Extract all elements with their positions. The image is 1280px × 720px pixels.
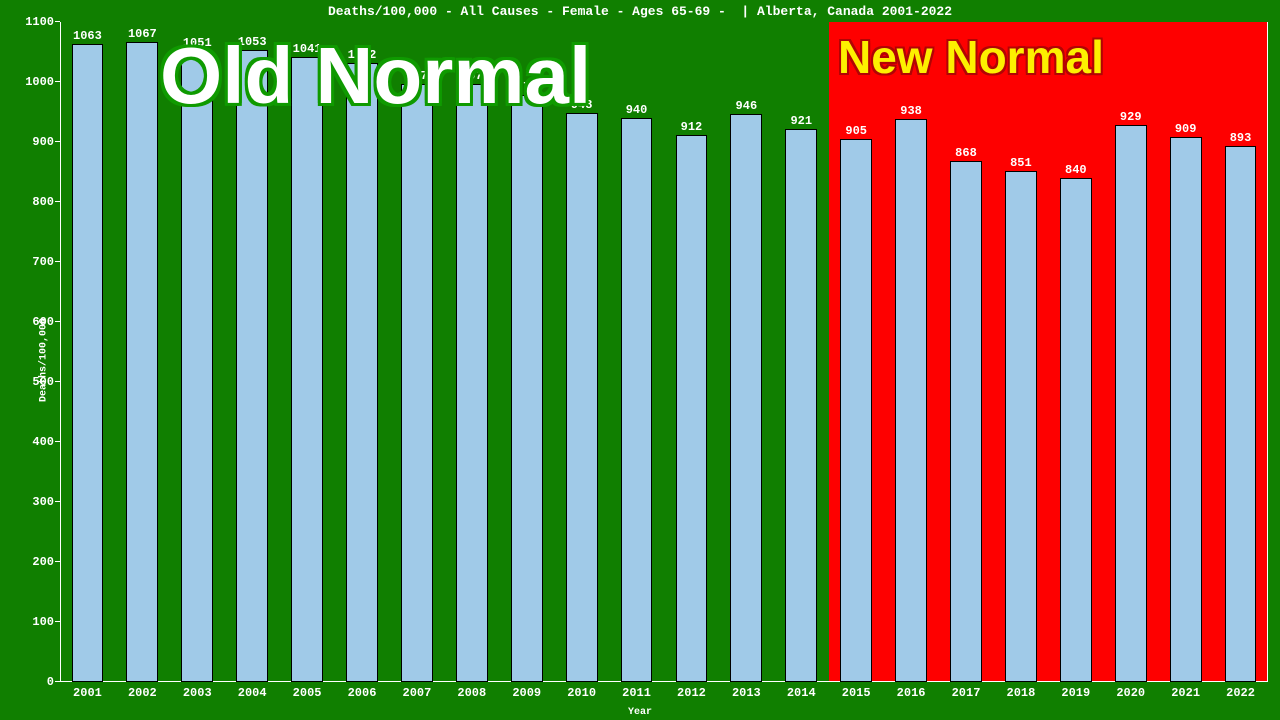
bar: 1063 (72, 44, 104, 682)
y-tick-label: 900 (32, 135, 54, 149)
x-tick-label: 2014 (787, 686, 816, 700)
bar: 938 (895, 119, 927, 682)
x-tick-label: 2013 (732, 686, 761, 700)
y-tick-mark (55, 561, 60, 562)
bar: 948 (566, 113, 598, 682)
bar-value-label: 929 (1120, 110, 1142, 124)
bar-value-label: 905 (845, 124, 867, 138)
y-tick-mark (55, 21, 60, 22)
y-tick-label: 400 (32, 435, 54, 449)
x-tick-label: 2021 (1171, 686, 1200, 700)
new-normal-overlay-text: New Normal (838, 30, 1104, 84)
bar: 940 (621, 118, 653, 682)
y-tick-mark (55, 201, 60, 202)
bar: 893 (1225, 146, 1257, 682)
bar: 840 (1060, 178, 1092, 682)
y-tick-mark (55, 81, 60, 82)
y-tick-mark (55, 261, 60, 262)
bar: 929 (1115, 125, 1147, 682)
y-tick-label: 600 (32, 315, 54, 329)
bar: 868 (950, 161, 982, 682)
bar: 978 (511, 95, 543, 682)
x-tick-label: 2003 (183, 686, 212, 700)
bar-value-label: 1067 (128, 27, 157, 41)
bar: 1067 (126, 42, 158, 682)
bar: 997 (456, 84, 488, 682)
y-tick-label: 800 (32, 195, 54, 209)
x-tick-label: 2002 (128, 686, 157, 700)
x-tick-label: 2020 (1116, 686, 1145, 700)
y-tick-label: 0 (47, 675, 54, 689)
x-tick-label: 2016 (897, 686, 926, 700)
y-tick-mark (55, 441, 60, 442)
y-axis-label: Deaths/100,000 (39, 318, 50, 402)
bar-value-label: 921 (790, 114, 812, 128)
y-tick-label: 700 (32, 255, 54, 269)
bar: 921 (785, 129, 817, 682)
bar: 905 (840, 139, 872, 682)
x-tick-label: 2015 (842, 686, 871, 700)
bar-value-label: 893 (1230, 131, 1252, 145)
x-tick-label: 2007 (403, 686, 432, 700)
bar: 1032 (346, 63, 378, 682)
y-tick-mark (55, 501, 60, 502)
bar: 1053 (236, 50, 268, 682)
x-tick-label: 2019 (1061, 686, 1090, 700)
x-tick-label: 2012 (677, 686, 706, 700)
x-tick-label: 2005 (293, 686, 322, 700)
y-axis-line-right (1267, 22, 1268, 682)
y-tick-label: 300 (32, 495, 54, 509)
y-axis-line (60, 22, 61, 682)
x-tick-label: 2022 (1226, 686, 1255, 700)
x-tick-label: 2008 (457, 686, 486, 700)
bar: 946 (730, 114, 762, 682)
chart-title: Deaths/100,000 - All Causes - Female - A… (0, 4, 1280, 19)
y-tick-label: 1000 (25, 75, 54, 89)
x-tick-label: 2004 (238, 686, 267, 700)
x-tick-label: 2001 (73, 686, 102, 700)
x-tick-label: 2006 (348, 686, 377, 700)
x-axis-label: Year (0, 707, 1280, 718)
x-tick-label: 2009 (512, 686, 541, 700)
x-tick-label: 2011 (622, 686, 651, 700)
x-tick-label: 2017 (952, 686, 981, 700)
y-tick-label: 500 (32, 375, 54, 389)
old-normal-overlay-text: Old Normal (160, 30, 591, 122)
y-tick-label: 1100 (25, 15, 54, 29)
bar-value-label: 940 (626, 103, 648, 117)
x-tick-label: 2010 (567, 686, 596, 700)
y-tick-mark (55, 141, 60, 142)
x-tick-label: 2018 (1007, 686, 1036, 700)
bar-value-label: 851 (1010, 156, 1032, 170)
bar-value-label: 868 (955, 146, 977, 160)
bar-value-label: 938 (900, 104, 922, 118)
bar-value-label: 946 (736, 99, 758, 113)
bar: 997 (401, 84, 433, 682)
bar-value-label: 912 (681, 120, 703, 134)
y-tick-label: 200 (32, 555, 54, 569)
y-tick-mark (55, 621, 60, 622)
bar-value-label: 840 (1065, 163, 1087, 177)
y-tick-mark (55, 381, 60, 382)
y-tick-mark (55, 321, 60, 322)
bar: 1051 (181, 51, 213, 682)
bar-value-label: 1063 (73, 29, 102, 43)
bar: 909 (1170, 137, 1202, 682)
bar-value-label: 909 (1175, 122, 1197, 136)
y-tick-label: 100 (32, 615, 54, 629)
bar: 851 (1005, 171, 1037, 682)
bar: 1041 (291, 57, 323, 682)
y-tick-mark (55, 681, 60, 682)
bar: 912 (676, 135, 708, 682)
